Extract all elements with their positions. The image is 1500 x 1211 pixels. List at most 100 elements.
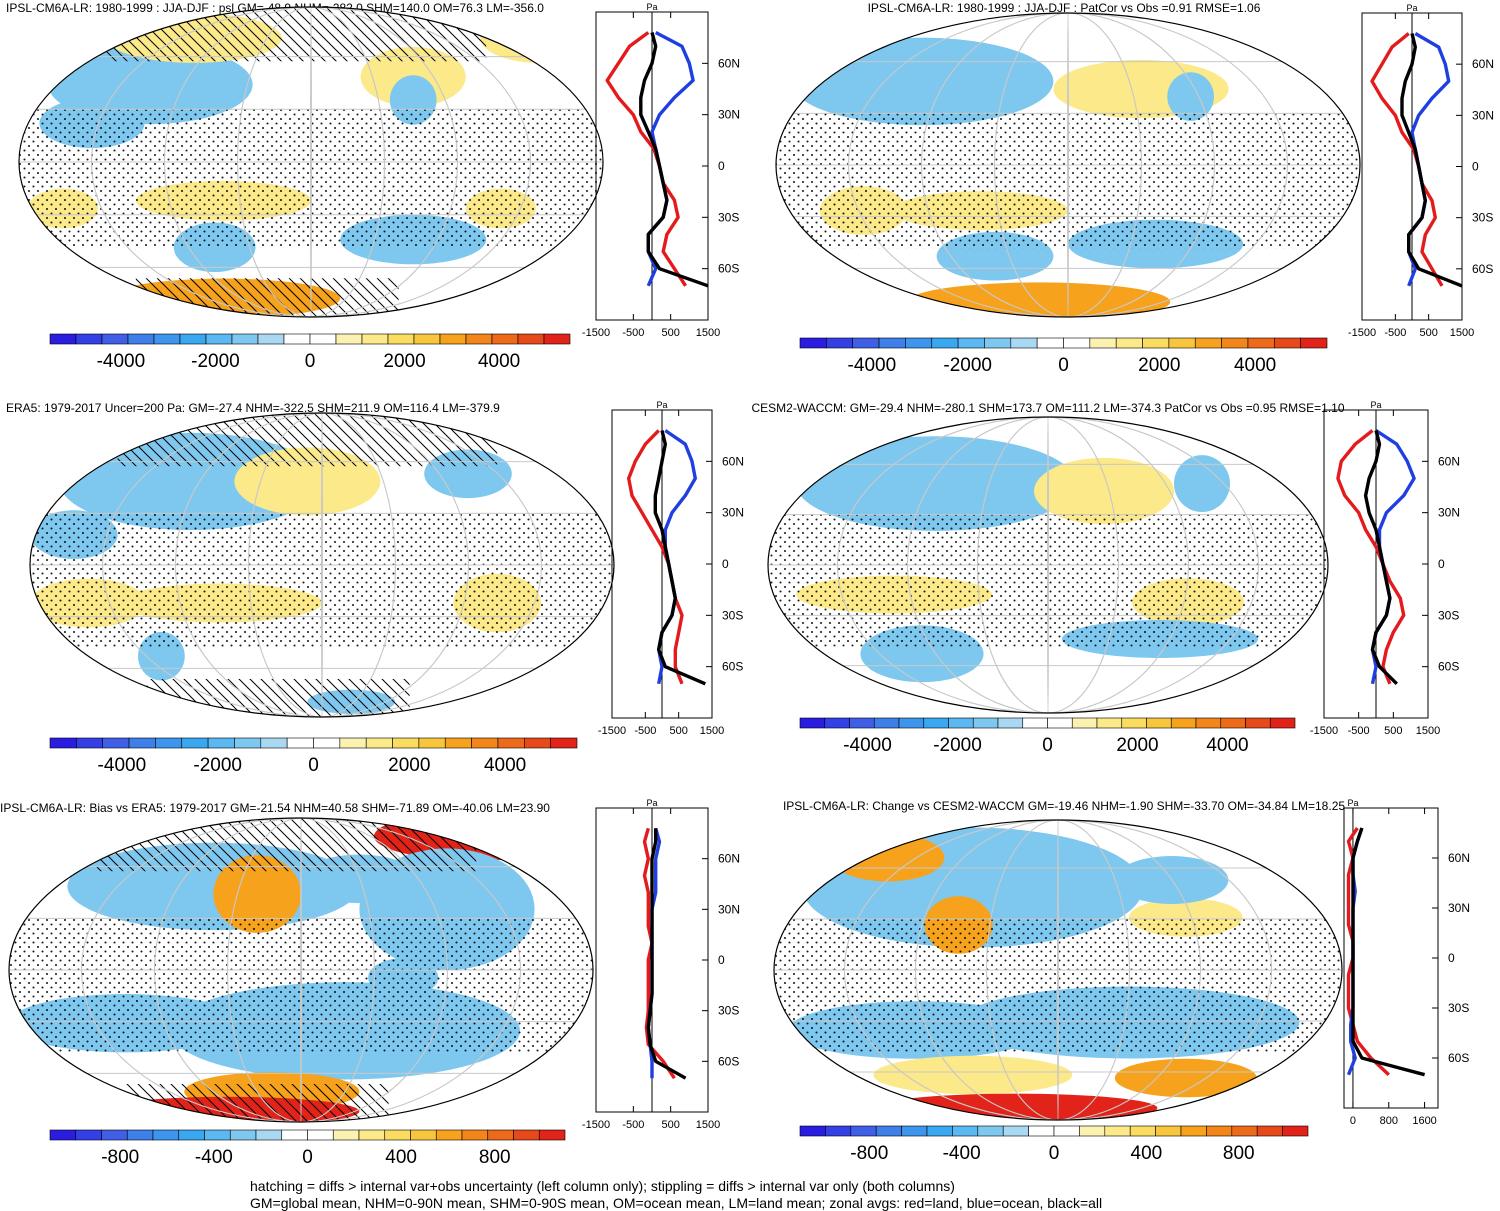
- colorbar-tick-label: 2000: [1138, 355, 1180, 376]
- profile-x-tick: 500: [1384, 725, 1402, 737]
- colorbar-swatch: [281, 1129, 308, 1141]
- anomaly-region: [1034, 457, 1174, 525]
- colorbar-swatch: [255, 1129, 283, 1141]
- colorbar-tick-label: 0: [305, 351, 316, 372]
- colorbar-swatch: [75, 1129, 102, 1141]
- colorbar-tick-label: 0: [308, 755, 319, 776]
- colorbar-swatch: [1195, 717, 1222, 729]
- map-field: [9, 818, 593, 1122]
- latitude-label: 0: [1472, 160, 1479, 174]
- colorbar-swatch: [952, 1125, 979, 1137]
- colorbar-swatch: [257, 333, 285, 345]
- colorbar-swatch: [972, 717, 999, 729]
- colorbar: -4000 -2000 0 2000 4000: [799, 717, 1296, 756]
- colorbar-swatch: [361, 333, 389, 345]
- colorbar-swatch: [543, 333, 571, 345]
- profile-x-tick: -500: [622, 1119, 644, 1131]
- colorbar-tick-label: 4000: [484, 755, 526, 776]
- panel-title: ERA5: 1979-2017 Uncer=200 Pa: GM=-27.4 N…: [6, 401, 500, 415]
- colorbar-swatch: [49, 737, 77, 749]
- colorbar-swatch: [1104, 1125, 1131, 1137]
- colorbar-swatch: [997, 717, 1024, 729]
- latitude-label: 30S: [718, 1004, 739, 1018]
- profile-line-all: [1400, 33, 1463, 288]
- colorbar-swatch: [491, 333, 519, 345]
- colorbar-swatch: [435, 1129, 463, 1141]
- colorbar-tick-label: 0: [302, 1147, 313, 1168]
- colorbar-tick-label: 800: [479, 1147, 511, 1168]
- latitude-label: 30S: [1472, 211, 1493, 225]
- colorbar-swatch: [825, 1125, 852, 1137]
- colorbar-swatch: [205, 333, 233, 345]
- map-field: [19, 7, 603, 317]
- colorbar-swatch: [984, 337, 1012, 349]
- latitude-label: 30S: [1438, 608, 1459, 622]
- colorbar-swatch: [550, 737, 578, 749]
- profile-x-tick: 1500: [696, 1119, 720, 1131]
- anomaly-region: [9, 831, 74, 881]
- profile-x-tick: -1500: [582, 1119, 610, 1131]
- latitude-label: 0: [718, 159, 725, 173]
- latitude-label: 60N: [722, 454, 744, 468]
- colorbar-swatch: [152, 1129, 180, 1141]
- colorbar-tick-label: 4000: [478, 351, 520, 372]
- anomaly-region: [213, 855, 301, 933]
- colorbar-swatch: [487, 1129, 514, 1141]
- colorbar-swatch: [384, 1129, 411, 1141]
- panel-title: CESM2-WACCM: GM=-29.4 NHM=-280.1 SHM=173…: [751, 401, 1344, 415]
- colorbar-swatch: [1221, 337, 1249, 349]
- colorbar-swatch: [1071, 717, 1098, 729]
- colorbar-swatch: [1231, 1125, 1258, 1137]
- colorbar-swatch: [178, 1129, 205, 1141]
- colorbar-swatch: [283, 333, 311, 345]
- profile-x-tick: 800: [1380, 1115, 1398, 1127]
- colorbar-swatch: [465, 333, 493, 345]
- colorbar-swatch: [75, 333, 103, 345]
- colorbar-swatch: [126, 1129, 154, 1141]
- latitude-label: 0: [722, 557, 729, 571]
- hatching: [135, 278, 399, 317]
- colorbar-swatch: [339, 737, 367, 749]
- latitude-label: 0: [1438, 557, 1445, 571]
- map-field: [768, 417, 1328, 713]
- latitude-label: 60S: [718, 262, 739, 276]
- colorbar-swatch: [127, 333, 155, 345]
- colorbar-swatch: [923, 717, 949, 729]
- hatching: [96, 818, 477, 872]
- latitude-label: 30N: [1472, 108, 1494, 122]
- colorbar-swatch: [1096, 717, 1123, 729]
- zonal-profile: Pa -1500 -500 500 1500 60N 30N 0 30S 60S: [1348, 3, 1494, 339]
- profile-x-tick: -1500: [1310, 725, 1338, 737]
- colorbar-swatch: [1206, 1125, 1233, 1137]
- colorbar-swatch: [439, 333, 467, 345]
- zonal-profile: Pa -1500 -500 500 1500 60N 30N 0 30S 60S: [1310, 400, 1460, 737]
- latitude-label: 30N: [1448, 901, 1470, 915]
- profile-line-all: [1351, 827, 1426, 1077]
- map-field: [774, 820, 1342, 1120]
- map-frame: [767, 416, 1329, 714]
- colorbar-swatch: [365, 737, 393, 749]
- colorbar-tick-label: 4000: [1206, 735, 1248, 756]
- colorbar-swatch: [260, 737, 288, 749]
- colorbar-swatch: [413, 333, 441, 345]
- colorbar-tick-label: 0: [1058, 355, 1069, 376]
- colorbar-swatch: [1269, 717, 1296, 729]
- profile-x-tick: 500: [669, 725, 687, 737]
- colorbar-swatch: [179, 333, 207, 345]
- colorbar-tick-label: 400: [385, 1147, 417, 1168]
- hatching: [125, 1084, 389, 1122]
- colorbar: -800 -400 0 400 800: [49, 1129, 566, 1168]
- profile-line-all: [1363, 430, 1398, 686]
- latitude-label: 60S: [1448, 1051, 1469, 1065]
- colorbar-swatch: [471, 737, 499, 749]
- latitude-label: 0: [718, 953, 725, 967]
- profile-x-tick: -1500: [582, 327, 610, 339]
- colorbar-swatch: [1115, 337, 1143, 349]
- zonal-profile: Pa -1500 -500 500 1500 60N 30N 0 30S 60S: [582, 798, 740, 1131]
- latitude-label: 30N: [722, 506, 744, 520]
- colorbar-tick-label: -2000: [943, 355, 992, 376]
- colorbar-swatch: [1079, 1125, 1106, 1137]
- colorbar-swatch: [1274, 337, 1301, 349]
- profile-x-tick: 1500: [1416, 725, 1440, 737]
- colorbar-swatch: [1010, 337, 1038, 349]
